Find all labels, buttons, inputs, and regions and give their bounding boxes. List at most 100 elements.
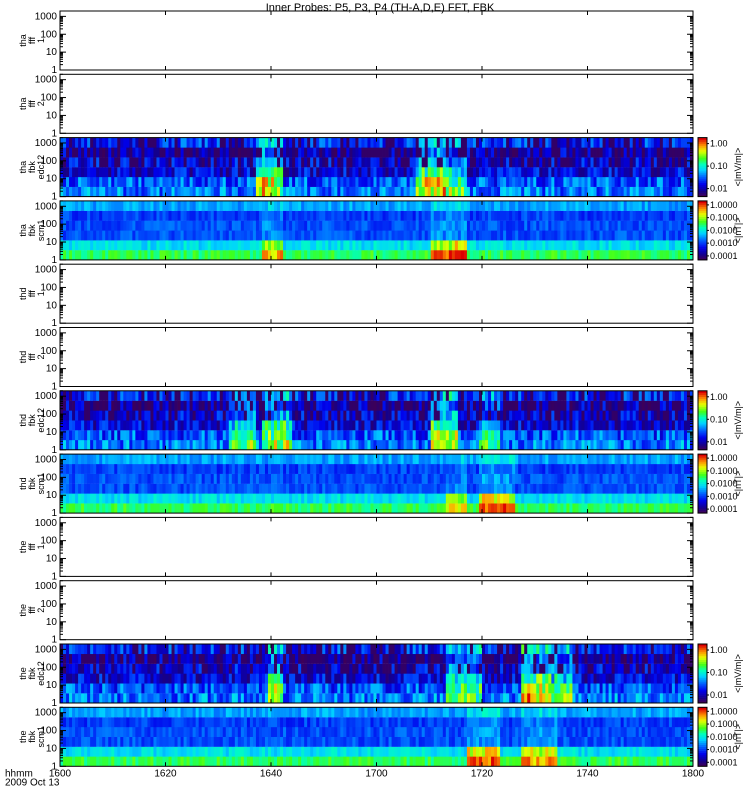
heat-cell	[213, 230, 218, 241]
heat-cell	[337, 420, 341, 431]
heat-cell	[283, 250, 287, 261]
heat-cell	[313, 439, 317, 450]
heat-cell	[322, 240, 326, 251]
heat-cell	[195, 240, 200, 251]
heat-cell	[478, 186, 483, 197]
heat-cell	[210, 186, 215, 197]
heat-cell	[367, 167, 371, 178]
heat-cell	[560, 230, 564, 241]
heat-cell	[656, 147, 661, 158]
heat-cell	[153, 250, 157, 261]
heat-cell	[243, 210, 248, 221]
heat-cell	[400, 147, 405, 158]
panel-label-line: tha	[18, 98, 28, 111]
heat-cell	[632, 186, 637, 197]
heat-cell	[515, 167, 519, 178]
heat-cell	[225, 230, 230, 241]
heat-cell	[457, 390, 462, 401]
heat-cell	[497, 390, 501, 401]
heat-cell	[620, 176, 625, 187]
heat-cell	[87, 439, 91, 450]
heat-cell	[129, 454, 133, 465]
heat-cell	[225, 390, 230, 401]
heat-cell	[656, 176, 661, 187]
colorbar-step	[698, 254, 707, 257]
heat-cell	[261, 230, 266, 241]
heat-cell	[111, 176, 115, 187]
heat-cell	[66, 240, 70, 251]
heat-cell	[590, 439, 594, 450]
heat-cell	[491, 200, 495, 211]
heat-cell	[63, 463, 67, 474]
heat-cell	[659, 410, 664, 421]
heat-cell	[225, 473, 230, 484]
heat-cell	[234, 186, 239, 197]
heat-cell	[271, 483, 275, 494]
heat-cell	[78, 147, 82, 158]
heat-cell	[310, 420, 314, 431]
heat-cell	[506, 137, 510, 148]
heat-cell	[554, 200, 558, 211]
heat-cell	[584, 167, 588, 178]
colorbar-step	[698, 210, 707, 213]
heat-cell	[204, 200, 209, 211]
heat-cell	[460, 439, 465, 450]
heat-cell	[129, 250, 133, 261]
heat-cell	[63, 176, 67, 187]
heat-cell	[298, 430, 302, 441]
heat-cell	[524, 147, 528, 158]
heat-cell	[427, 186, 432, 197]
heat-cell	[289, 463, 293, 474]
heat-cell	[659, 186, 664, 197]
heat-cell	[174, 147, 178, 158]
heat-cell	[346, 410, 350, 421]
heat-cell	[264, 167, 269, 178]
heat-cell	[93, 493, 97, 504]
heat-cell	[307, 210, 311, 221]
panel-frame	[59, 10, 694, 71]
heat-cell	[141, 157, 145, 168]
heat-cell	[466, 176, 471, 187]
heat-cell	[451, 157, 456, 168]
heat-cell	[385, 250, 389, 261]
heat-cell	[475, 230, 480, 241]
heat-cell	[316, 473, 320, 484]
heat-cell	[635, 176, 640, 187]
heat-cell	[572, 186, 576, 197]
heat-cell	[611, 200, 616, 211]
heat-cell	[156, 186, 160, 197]
heat-cell	[186, 410, 191, 421]
heat-cell	[527, 157, 531, 168]
heat-cell	[569, 390, 573, 401]
heat-cell	[539, 210, 543, 221]
heat-cell	[69, 137, 73, 148]
heat-cell	[620, 220, 625, 231]
heat-cell	[503, 210, 507, 221]
heat-cell	[301, 176, 305, 187]
heat-cell	[406, 410, 411, 421]
heat-cell	[415, 410, 420, 421]
heat-cell	[623, 250, 628, 261]
heat-cell	[454, 230, 459, 241]
heat-cell	[590, 200, 594, 211]
heat-cell	[569, 220, 573, 231]
heat-cell	[563, 410, 567, 421]
heat-cell	[123, 210, 127, 221]
heat-cell	[599, 186, 603, 197]
heat-cell	[460, 410, 465, 421]
heat-cell	[180, 420, 184, 431]
heat-cell	[126, 483, 130, 494]
heat-cell	[114, 410, 118, 421]
colorbar: 1.000.100.01<|mV/m|>	[697, 390, 743, 451]
heat-cell	[373, 167, 377, 178]
heat-cell	[355, 420, 359, 431]
heat-cell	[258, 210, 263, 221]
heat-cell	[186, 220, 191, 231]
heat-cell	[469, 230, 474, 241]
heat-cell	[147, 400, 151, 411]
heat-cell	[180, 250, 184, 261]
heat-cell	[274, 210, 278, 221]
heat-cell	[451, 137, 456, 148]
heat-cell	[430, 186, 435, 197]
heat-cell	[180, 167, 184, 178]
